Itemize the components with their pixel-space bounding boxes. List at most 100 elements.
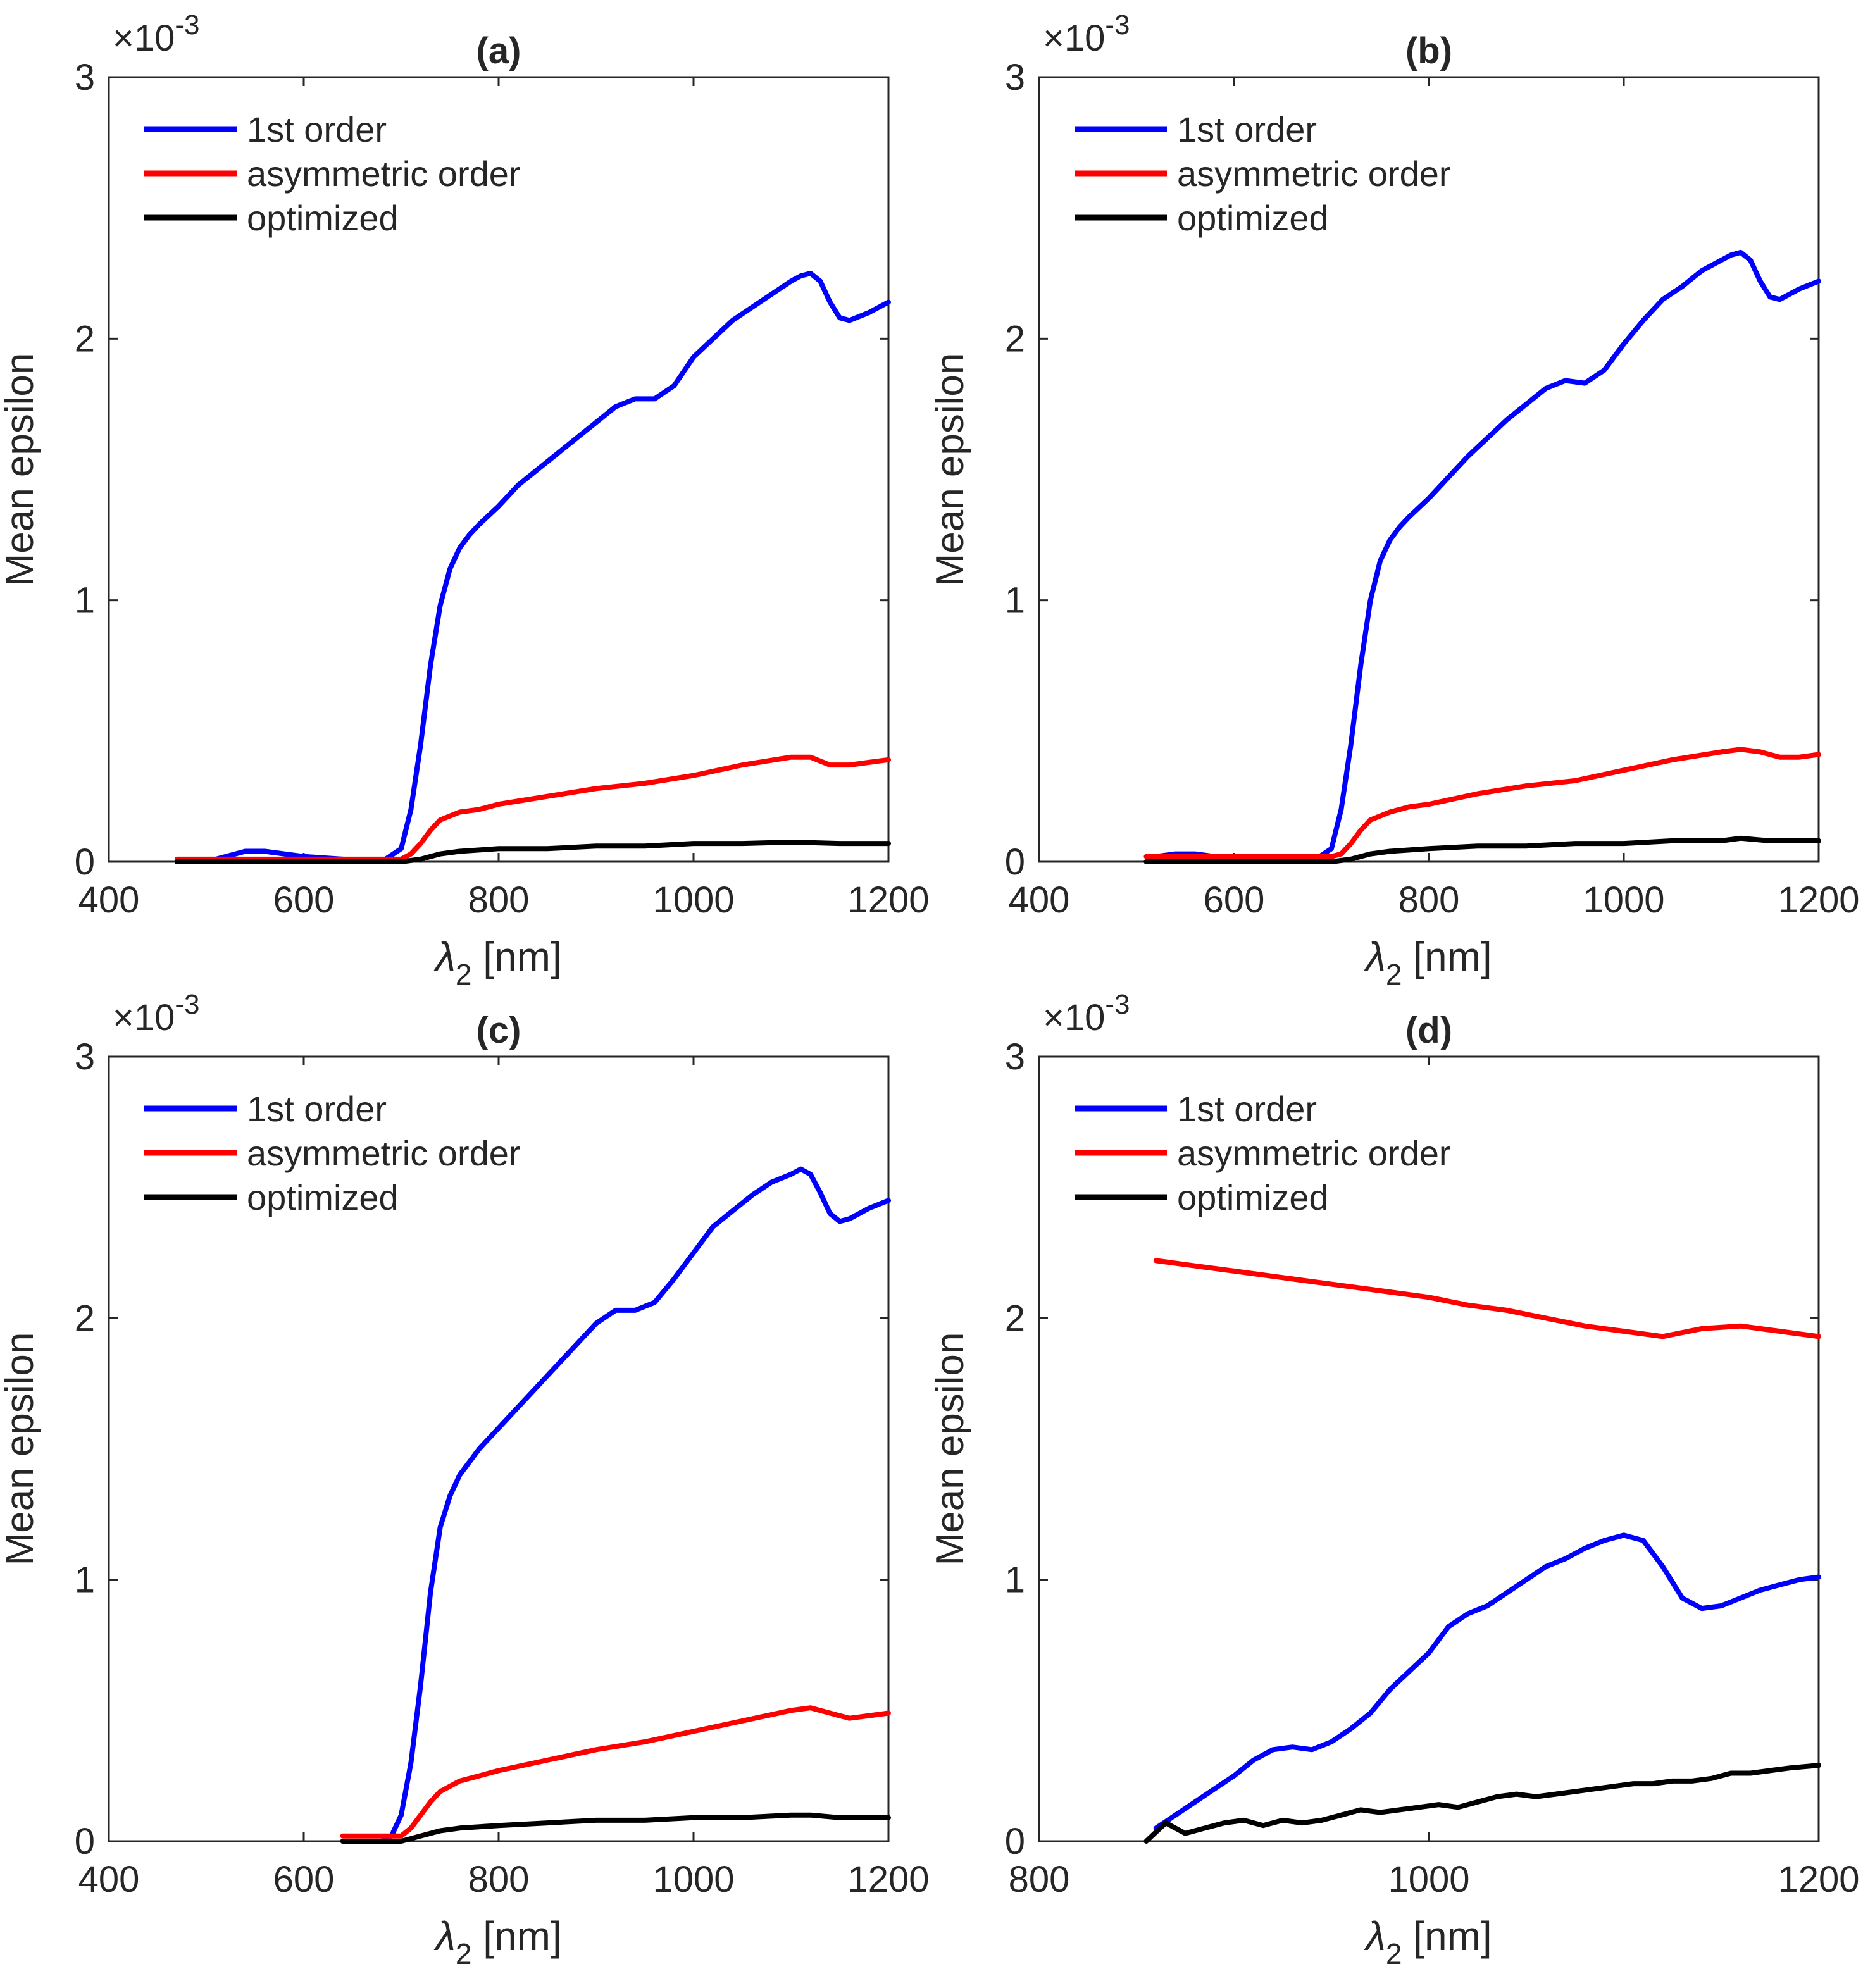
x-axis-symbol: λ: [1364, 1913, 1386, 1959]
x-tick-label: 800: [1009, 1859, 1070, 1900]
x-tick-label: 600: [273, 879, 335, 921]
y-exponent: ×10-3: [1043, 9, 1130, 59]
plot-area: [108, 1055, 890, 1842]
x-axis-symbol: λ: [433, 934, 456, 979]
y-tick-label: 0: [1005, 1821, 1025, 1862]
x-tick-label: 1000: [652, 1859, 734, 1900]
plot-area: [1038, 76, 1820, 863]
legend-label: 1st order: [247, 1089, 387, 1129]
series-line-1st-order: [340, 1166, 891, 1844]
plot-area: [1038, 1055, 1820, 1842]
chart-panel-b: 400 600 800 1000 1200 0 1 2 3 ×10-3 (b) Mean epsilo…: [928, 9, 1860, 991]
y-tick-label: 3: [75, 57, 95, 98]
series-line-1st-order: [1153, 1532, 1821, 1831]
series-line-optimized: [340, 1812, 891, 1844]
chart-panel-a: 400 600 800 1000 1200 0 1 2 3 ×10-3 (a) Mean epsilo…: [0, 9, 930, 991]
x-axis-subscript: 2: [1386, 1937, 1402, 1970]
y-tick-label: 2: [1005, 1298, 1025, 1339]
x-tick-label: 1000: [652, 879, 734, 921]
y-tick-label: 2: [1005, 318, 1025, 359]
panel-label: (d): [1405, 1010, 1452, 1051]
y-tick-label: 1: [1005, 1560, 1025, 1601]
y-tick-label: 2: [75, 1298, 95, 1339]
x-tick-label: 800: [468, 1859, 530, 1900]
y-tick-label: 0: [75, 1821, 95, 1862]
x-tick-label: 1200: [847, 879, 929, 921]
y-exponent-power: -3: [175, 989, 199, 1020]
y-tick-label: 1: [75, 580, 95, 621]
legend-label: asymmetric order: [247, 154, 521, 194]
series-line-asymmetric-order: [340, 1705, 891, 1839]
plot-area: [108, 76, 890, 863]
x-axis-unit: [nm]: [471, 934, 561, 979]
legend-label: optimized: [247, 1177, 399, 1217]
x-tick-label: 1000: [1583, 879, 1664, 921]
series-line-optimized: [1143, 835, 1821, 864]
legend-label: asymmetric order: [1177, 1133, 1451, 1173]
legend-label: 1st order: [1177, 109, 1317, 149]
chart-panel-c: 400 600 800 1000 1200 0 1 2 3 ×10-3 (c) Mean epsilo…: [0, 989, 930, 1970]
x-tick-label: 800: [468, 879, 530, 921]
y-exponent: ×10-3: [113, 989, 200, 1038]
y-tick-label: 0: [75, 842, 95, 883]
legend-label: 1st order: [247, 109, 387, 149]
x-axis-unit: [nm]: [1402, 934, 1492, 979]
y-tick-label: 3: [1005, 57, 1025, 98]
series-line-asymmetric-order: [174, 754, 891, 862]
legend-label: 1st order: [1177, 1089, 1317, 1129]
y-exponent-power: -3: [1105, 9, 1130, 40]
panel-label: (c): [477, 1010, 521, 1051]
y-tick-label: 3: [1005, 1036, 1025, 1078]
x-tick-label: 400: [78, 879, 140, 921]
x-axis-unit: [nm]: [471, 1913, 561, 1959]
y-tick-label: 1: [1005, 580, 1025, 621]
y-axis-label: Mean epsilon: [928, 353, 972, 587]
y-exponent-base: ×10: [113, 997, 175, 1038]
y-exponent-base: ×10: [1043, 997, 1105, 1038]
y-tick-label: 1: [75, 1560, 95, 1601]
x-axis-subscript: 2: [456, 958, 472, 991]
y-exponent: ×10-3: [1043, 989, 1130, 1038]
x-axis-label: λ2 [nm]: [1364, 1913, 1492, 1970]
y-exponent-base: ×10: [1043, 18, 1105, 59]
y-exponent-power: -3: [175, 9, 199, 40]
y-exponent-power: -3: [1105, 989, 1130, 1020]
y-tick-label: 3: [75, 1036, 95, 1078]
legend-label: asymmetric order: [247, 1133, 521, 1173]
x-axis-unit: [nm]: [1402, 1913, 1492, 1959]
x-tick-label: 1200: [847, 1859, 929, 1900]
y-exponent: ×10-3: [113, 9, 200, 59]
x-axis-label: λ2 [nm]: [1364, 934, 1492, 991]
y-axis-label: Mean epsilon: [0, 1333, 42, 1566]
legend-label: optimized: [1177, 198, 1329, 238]
legend-label: optimized: [247, 198, 399, 238]
panel-label: (b): [1405, 30, 1452, 71]
legend-label: asymmetric order: [1177, 154, 1451, 194]
x-tick-label: 400: [1009, 879, 1070, 921]
x-tick-label: 1200: [1778, 879, 1859, 921]
x-tick-label: 600: [1204, 879, 1265, 921]
series-line-asymmetric-order: [1153, 1258, 1821, 1339]
x-tick-label: 800: [1398, 879, 1460, 921]
legend-label: optimized: [1177, 1177, 1329, 1217]
x-tick-label: 1200: [1778, 1859, 1859, 1900]
y-tick-label: 0: [1005, 842, 1025, 883]
y-axis-label: Mean epsilon: [0, 353, 42, 587]
series-line-optimized: [174, 840, 891, 864]
x-axis-symbol: λ: [1364, 934, 1386, 979]
y-exponent-base: ×10: [113, 18, 175, 59]
x-tick-label: 600: [273, 1859, 335, 1900]
x-tick-label: 1000: [1388, 1859, 1469, 1900]
y-axis-label: Mean epsilon: [928, 1333, 972, 1566]
y-tick-label: 2: [75, 318, 95, 359]
series-line-asymmetric-order: [1143, 747, 1821, 859]
x-axis-label: λ2 [nm]: [433, 1913, 561, 1970]
panel-label: (a): [477, 30, 521, 71]
x-tick-label: 400: [78, 1859, 140, 1900]
x-axis-symbol: λ: [433, 1913, 456, 1959]
x-axis-subscript: 2: [456, 1937, 472, 1970]
x-axis-label: λ2 [nm]: [433, 934, 561, 991]
series-line-optimized: [1143, 1763, 1821, 1844]
